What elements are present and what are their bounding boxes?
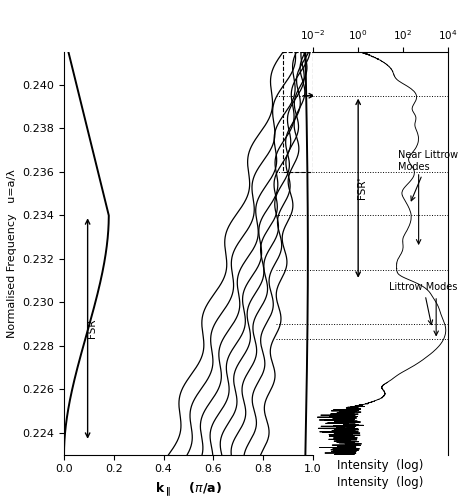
Text: FSR: FSR [87, 319, 97, 338]
Text: Near Littrow
Modes: Near Littrow Modes [398, 150, 458, 201]
Text: Littrow Modes: Littrow Modes [389, 282, 458, 325]
X-axis label: Intensity  (log): Intensity (log) [337, 459, 424, 472]
Text: FSR': FSR' [357, 177, 367, 199]
Text: Intensity  (log): Intensity (log) [337, 476, 424, 489]
Y-axis label: Normalised Frequency   u=a/λ: Normalised Frequency u=a/λ [7, 169, 17, 338]
X-axis label: $\mathbf{k_{\parallel}}$    ($\pi$/a): $\mathbf{k_{\parallel}}$ ($\pi$/a) [155, 480, 222, 497]
